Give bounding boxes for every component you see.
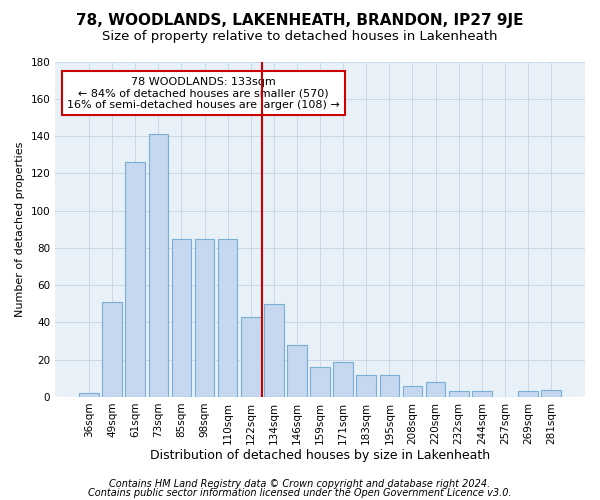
Y-axis label: Number of detached properties: Number of detached properties [15,142,25,317]
Bar [218,238,238,397]
Bar [79,393,99,397]
Bar [449,392,469,397]
Bar [380,374,399,397]
Text: Contains public sector information licensed under the Open Government Licence v3: Contains public sector information licen… [88,488,512,498]
Bar [334,362,353,397]
Bar [472,392,491,397]
Bar [356,374,376,397]
Bar [103,302,122,397]
Bar [264,304,284,397]
Bar [403,386,422,397]
Bar [518,392,538,397]
Bar [125,162,145,397]
Text: 78, WOODLANDS, LAKENHEATH, BRANDON, IP27 9JE: 78, WOODLANDS, LAKENHEATH, BRANDON, IP27… [76,12,524,28]
Bar [195,238,214,397]
Bar [287,345,307,397]
Text: Contains HM Land Registry data © Crown copyright and database right 2024.: Contains HM Land Registry data © Crown c… [109,479,491,489]
Bar [172,238,191,397]
Bar [241,317,260,397]
Bar [149,134,168,397]
X-axis label: Distribution of detached houses by size in Lakenheath: Distribution of detached houses by size … [150,450,490,462]
Bar [541,390,561,397]
Text: 78 WOODLANDS: 133sqm
← 84% of detached houses are smaller (570)
16% of semi-deta: 78 WOODLANDS: 133sqm ← 84% of detached h… [67,76,340,110]
Bar [310,367,330,397]
Bar [426,382,445,397]
Text: Size of property relative to detached houses in Lakenheath: Size of property relative to detached ho… [102,30,498,43]
